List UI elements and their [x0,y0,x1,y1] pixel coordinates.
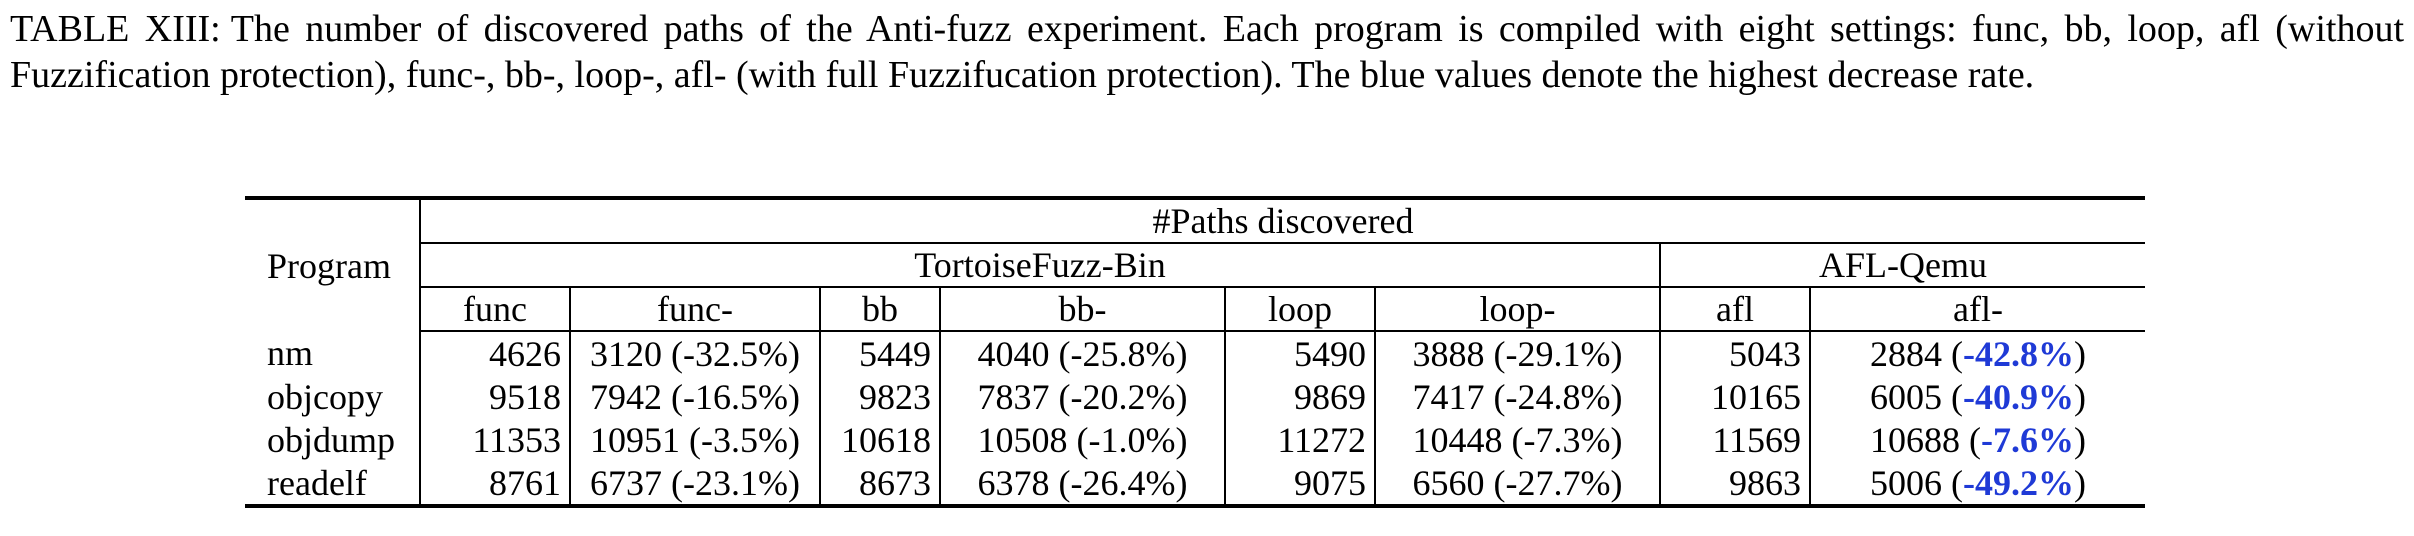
column-header-loop: loop [1224,287,1375,332]
cell-func-minus: 6737 (-23.1%) [569,461,820,508]
caption-text: The number of discovered paths of the An… [10,8,2405,96]
afl-minus-value: 10688 [1870,419,1960,460]
column-header-bb: bb [819,287,940,332]
afl-minus-value: 2884 [1870,333,1942,374]
cell-loop-minus: 10448 (-7.3%) [1374,418,1660,461]
cell-bb-minus: 4040 (-25.8%) [939,331,1225,375]
cell-bb-minus: 7837 (-20.2%) [939,375,1225,418]
cell-afl-minus: 5006 (-49.2%) [1809,461,2145,508]
afl-minus-value: 5006 [1870,462,1942,503]
cell-bb: 8673 [819,461,940,508]
cell-func: 8761 [419,461,570,508]
paths-discovered-header: #Paths discovered [419,196,2145,244]
cell-func-minus: 10951 (-3.5%) [569,418,820,461]
cell-loop: 11272 [1224,418,1375,461]
column-header-afl: afl [1659,287,1810,332]
tool-header-afl-qemu: AFL-Qemu [1659,243,2145,288]
column-header-func-minus: func- [569,287,820,332]
cell-bb-minus: 10508 (-1.0%) [939,418,1225,461]
cell-func-minus: 3120 (-32.5%) [569,331,820,375]
cell-afl: 11569 [1659,418,1810,461]
highest-decrease-rate: -7.6% [1981,419,2074,460]
cell-loop-minus: 6560 (-27.7%) [1374,461,1660,508]
cell-bb: 9823 [819,375,940,418]
cell-func: 11353 [419,418,570,461]
table-row: nm 4626 3120 (-32.5%) 5449 4040 (-25.8%)… [245,331,2145,375]
highest-decrease-rate: -49.2% [1963,462,2074,503]
highest-decrease-rate: -40.9% [1963,376,2074,417]
table-label: TABLE XIII: [10,8,221,50]
table-row: objcopy 9518 7942 (-16.5%) 9823 7837 (-2… [245,375,2145,418]
program-column-header: Program [245,196,420,331]
table-row: readelf 8761 6737 (-23.1%) 8673 6378 (-2… [245,461,2145,508]
cell-bb: 10618 [819,418,940,461]
program-name: objcopy [267,376,383,417]
highest-decrease-rate: -42.8% [1963,333,2074,374]
cell-func: 9518 [419,375,570,418]
paths-discovered-table: Program #Paths discovered TortoiseFuzz-B… [245,196,2145,508]
tool-header-tortoisefuzz: TortoiseFuzz-Bin [419,243,1660,288]
cell-loop: 9869 [1224,375,1375,418]
table-row: objdump 11353 10951 (-3.5%) 10618 10508 … [245,418,2145,461]
cell-bb-minus: 6378 (-26.4%) [939,461,1225,508]
program-name: nm [267,333,314,373]
cell-bb: 5449 [819,331,940,375]
cell-loop-minus: 7417 (-24.8%) [1374,375,1660,418]
column-header-bb-minus: bb- [939,287,1225,332]
program-name: objdump [267,419,396,460]
cell-afl-minus: 10688 (-7.6%) [1809,418,2145,461]
cell-afl-minus: 2884 (-42.8%) [1809,331,2145,375]
cell-loop: 9075 [1224,461,1375,508]
cell-loop: 5490 [1224,331,1375,375]
column-header-loop-minus: loop- [1374,287,1660,332]
program-name: readelf [245,461,420,508]
cell-afl: 10165 [1659,375,1810,418]
results-table-wrapper: Program #Paths discovered TortoiseFuzz-B… [245,196,2145,508]
afl-minus-value: 6005 [1870,376,1942,417]
column-header-func: func [419,287,570,332]
cell-afl-minus: 6005 (-40.9%) [1809,375,2145,418]
cell-afl: 5043 [1659,331,1810,375]
cell-afl: 9863 [1659,461,1810,508]
cell-func-minus: 7942 (-16.5%) [569,375,820,418]
column-header-afl-minus: afl- [1809,287,2145,332]
cell-func: 4626 [419,331,570,375]
table-caption: TABLE XIII: The number of discovered path… [10,6,2404,98]
cell-loop-minus: 3888 (-29.1%) [1374,331,1660,375]
